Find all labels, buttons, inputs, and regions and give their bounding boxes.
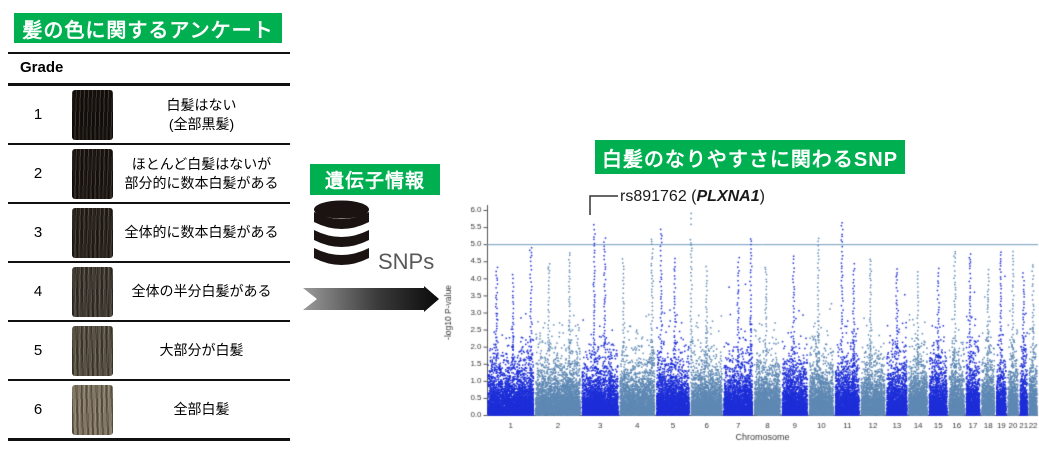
hair-swatch-image <box>72 384 113 435</box>
table-row: 1 白髪はない (全部黒髪) <box>8 86 290 145</box>
table-header-grade: Grade <box>20 59 64 76</box>
description-line: (全部黒髪) <box>168 115 235 132</box>
survey-table: 1 白髪はない (全部黒髪) 2 ほとんど白髪はないが 部分的に数本白髪がある 3 全体的に数… <box>8 83 290 441</box>
description-cell: ほとんど白髪はないが 部分的に数本白髪がある <box>113 155 290 191</box>
annotation-suffix: ) <box>759 188 765 205</box>
grade-cell: 6 <box>33 401 43 418</box>
divider <box>8 52 290 54</box>
description-cell: 白髪はない (全部黒髪) <box>113 96 290 132</box>
description-cell: 全部白髪 <box>113 400 290 418</box>
hair-swatch-image <box>72 89 113 140</box>
description-line: 白髪はない <box>166 97 237 114</box>
snps-label: SNPs <box>378 249 435 274</box>
description-cell: 大部分が白髪 <box>113 341 290 359</box>
grade-cell: 2 <box>33 165 43 182</box>
genetic-info-title: 遺伝子情報 <box>310 164 440 195</box>
table-row: 3 全体的に数本白髪がある <box>8 204 290 263</box>
table-row: 2 ほとんど白髪はないが 部分的に数本白髪がある <box>8 145 290 204</box>
snp-id-text: rs891762 ( <box>620 188 697 205</box>
database-icon <box>314 200 369 265</box>
description-line: 全体的に数本白髪がある <box>124 224 279 241</box>
gene-name-text: PLXNA1 <box>696 188 760 205</box>
hair-swatch-image <box>72 207 113 258</box>
annotation-leader-line <box>589 195 618 215</box>
snp-annotation: rs891762 (PLXNA1) <box>620 188 765 206</box>
description-line: 全部白髪 <box>173 401 230 418</box>
description-cell: 全体の半分白髪がある <box>113 282 290 300</box>
grade-cell: 5 <box>33 342 43 359</box>
hair-swatch-image <box>72 325 113 376</box>
hair-swatch-image <box>72 148 113 199</box>
description-cell: 全体的に数本白髪がある <box>113 223 290 241</box>
description-line: ほとんど白髪はないが <box>131 156 272 173</box>
snp-plot-title: 白髪のなりやすさに関わるSNP <box>595 140 905 174</box>
grade-cell: 3 <box>33 224 43 241</box>
manhattan-plot <box>440 190 1039 449</box>
survey-title: 髪の色に関するアンケート <box>14 13 282 43</box>
table-row: 4 全体の半分白髪がある <box>8 263 290 322</box>
hair-swatch-image <box>72 266 113 317</box>
table-row: 6 全部白髪 <box>8 381 290 441</box>
grade-cell: 4 <box>33 283 43 300</box>
table-row: 5 大部分が白髪 <box>8 322 290 381</box>
flow-arrow-icon <box>303 286 439 312</box>
description-line: 部分的に数本白髪がある <box>124 174 279 191</box>
description-line: 全体の半分白髪がある <box>131 283 272 300</box>
grade-cell: 1 <box>33 106 43 123</box>
description-line: 大部分が白髪 <box>159 342 244 359</box>
